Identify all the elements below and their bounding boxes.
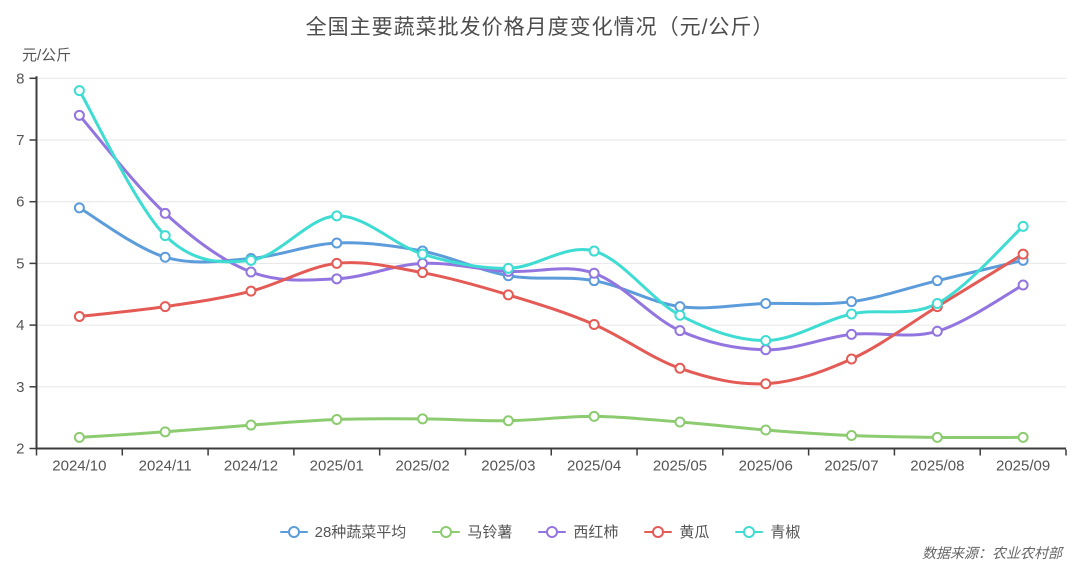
x-axis-tick-label: 2025/04 <box>567 458 621 475</box>
data-point-marker[interactable] <box>331 210 343 222</box>
y-axis-tick-label: 3 <box>16 379 24 396</box>
x-axis-tick-label: 2025/08 <box>910 458 964 475</box>
data-point-marker[interactable] <box>931 325 943 337</box>
data-point-marker[interactable] <box>846 296 858 308</box>
data-point-marker[interactable] <box>588 318 600 330</box>
data-point-marker[interactable] <box>1017 279 1029 291</box>
data-point-marker[interactable] <box>73 202 85 214</box>
data-point-marker[interactable] <box>846 328 858 340</box>
data-point-marker[interactable] <box>331 237 343 249</box>
series-line-3 <box>77 252 1025 386</box>
x-axis-tick-label: 2025/06 <box>739 458 793 475</box>
x-axis-tick-label: 2024/11 <box>139 458 192 475</box>
x-axis-tick-label: 2025/07 <box>824 458 878 475</box>
data-point-marker[interactable] <box>159 207 171 219</box>
data-point-marker[interactable] <box>674 362 686 374</box>
data-point-marker[interactable] <box>73 85 85 97</box>
data-point-marker[interactable] <box>331 414 343 426</box>
legend-label: 黄瓜 <box>679 524 710 541</box>
y-axis-tick-label: 4 <box>16 317 24 334</box>
data-point-marker[interactable] <box>846 430 858 442</box>
data-point-marker[interactable] <box>331 257 343 269</box>
data-point-marker[interactable] <box>674 416 686 428</box>
legend-line-circle-icon <box>432 525 461 539</box>
data-point-marker[interactable] <box>588 267 600 279</box>
data-point-marker[interactable] <box>931 298 943 310</box>
legend-item-4[interactable]: 青椒 <box>735 521 800 542</box>
data-point-marker[interactable] <box>245 285 257 297</box>
y-axis-unit-label: 元/公斤 <box>22 47 72 64</box>
data-point-marker[interactable] <box>417 267 429 279</box>
data-point-marker[interactable] <box>760 335 772 347</box>
data-point-marker[interactable] <box>245 254 257 266</box>
data-point-marker[interactable] <box>73 109 85 121</box>
data-point-marker[interactable] <box>245 419 257 431</box>
data-point-marker[interactable] <box>73 310 85 322</box>
source-note: 数据来源：农业农村部 <box>922 545 1062 561</box>
chart-title: 全国主要蔬菜批发价格月度变化情况（元/公斤） <box>305 16 775 39</box>
y-axis-tick-label: 5 <box>16 255 24 272</box>
data-point-marker[interactable] <box>159 230 171 242</box>
data-point-marker[interactable] <box>674 309 686 321</box>
data-point-marker[interactable] <box>1017 248 1029 260</box>
data-point-marker[interactable] <box>760 424 772 436</box>
y-axis-tick-label: 2 <box>16 441 24 458</box>
y-axis-tick-label: 7 <box>16 132 24 149</box>
data-point-marker[interactable] <box>417 248 429 260</box>
y-axis-tick-label: 8 <box>16 70 24 87</box>
data-point-marker[interactable] <box>846 308 858 320</box>
data-point-marker[interactable] <box>73 431 85 443</box>
line-chart: 2 3 4 5 6 7 8 2024/10 2024/11 2024/12 2025/01 2025/… <box>16 70 1067 475</box>
data-point-marker[interactable] <box>331 273 343 285</box>
legend-label: 青椒 <box>770 524 801 541</box>
data-point-marker[interactable] <box>588 245 600 257</box>
legend-label: 28种蔬菜平均 <box>314 524 407 541</box>
data-point-marker[interactable] <box>760 344 772 356</box>
legend-label: 马铃薯 <box>467 524 513 541</box>
x-axis-tick-label: 2025/09 <box>996 458 1050 475</box>
data-point-marker[interactable] <box>1017 220 1029 232</box>
data-point-marker[interactable] <box>159 251 171 263</box>
data-point-marker[interactable] <box>931 275 943 287</box>
data-point-marker[interactable] <box>417 257 429 269</box>
data-point-marker[interactable] <box>588 410 600 422</box>
data-point-marker[interactable] <box>417 413 429 425</box>
data-point-marker[interactable] <box>760 378 772 390</box>
x-axis-tick-label: 2025/01 <box>310 458 364 475</box>
series-line-0 <box>77 206 1025 310</box>
legend-label: 西红柿 <box>573 524 619 541</box>
data-point-marker[interactable] <box>502 262 514 274</box>
data-point-marker[interactable] <box>760 298 772 310</box>
y-axis-tick-label: 6 <box>16 194 24 211</box>
x-axis-tick-label: 2025/03 <box>481 458 535 475</box>
legend: 28种蔬菜平均 马铃薯 西红柿 黄瓜 青椒 <box>0 521 1080 542</box>
legend-item-2[interactable]: 西红柿 <box>538 521 618 542</box>
legend-line-circle-icon <box>279 525 308 539</box>
legend-line-circle-icon <box>538 525 567 539</box>
series-line-4 <box>77 89 1025 343</box>
data-point-marker[interactable] <box>931 431 943 443</box>
data-point-marker[interactable] <box>159 426 171 438</box>
legend-item-3[interactable]: 黄瓜 <box>644 521 709 542</box>
legend-line-circle-icon <box>644 525 673 539</box>
series-line-2 <box>77 113 1025 352</box>
data-point-marker[interactable] <box>245 266 257 278</box>
data-point-marker[interactable] <box>159 301 171 313</box>
x-axis-tick-label: 2024/12 <box>224 458 278 475</box>
data-point-marker[interactable] <box>846 353 858 365</box>
x-axis-tick-label: 2024/10 <box>52 458 106 475</box>
legend-item-0[interactable]: 28种蔬菜平均 <box>279 521 407 542</box>
data-point-marker[interactable] <box>1017 431 1029 443</box>
data-point-marker[interactable] <box>674 325 686 337</box>
data-point-marker[interactable] <box>502 415 514 427</box>
legend-item-1[interactable]: 马铃薯 <box>432 521 512 542</box>
legend-line-circle-icon <box>735 525 764 539</box>
data-point-marker[interactable] <box>502 289 514 301</box>
x-axis-tick-label: 2025/05 <box>653 458 707 475</box>
x-axis-tick-label: 2025/02 <box>395 458 449 475</box>
series-line-1 <box>77 414 1025 440</box>
